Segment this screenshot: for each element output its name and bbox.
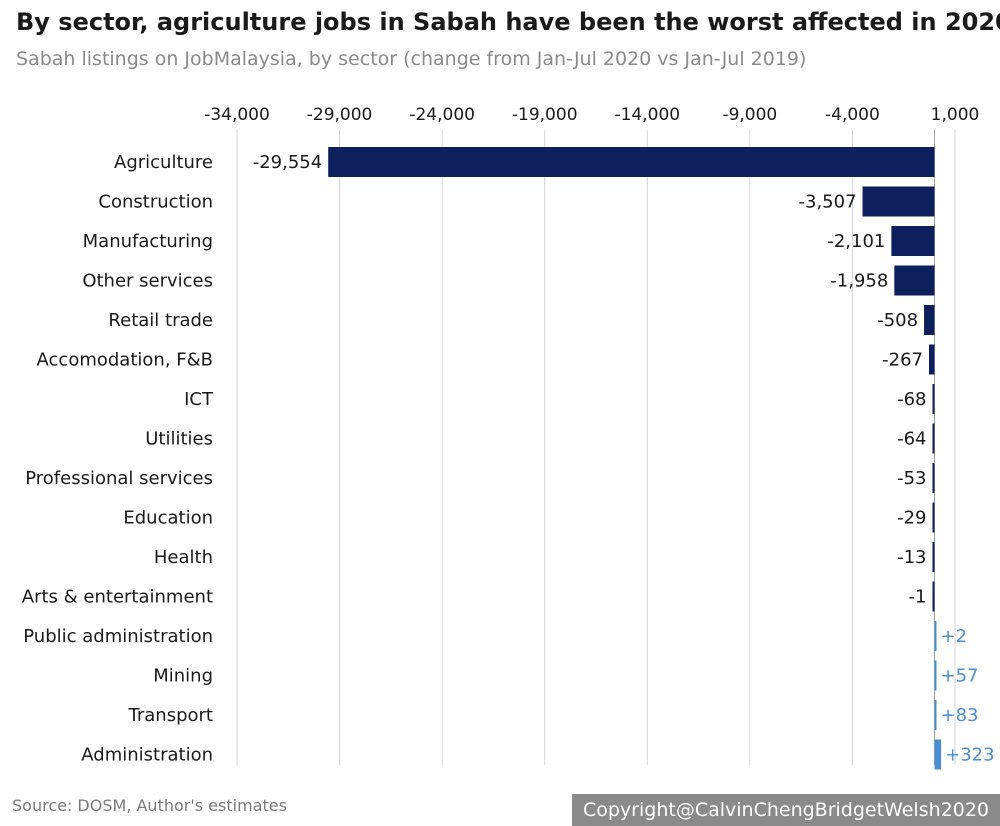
x-tick-label: -29,000 — [307, 105, 373, 125]
x-tick-label: -9,000 — [722, 105, 777, 125]
value-label: -29 — [897, 508, 926, 529]
category-label: Utilities — [145, 429, 213, 450]
bar — [932, 502, 935, 533]
bar — [934, 700, 937, 730]
value-label: -1 — [909, 587, 927, 608]
bar — [932, 463, 935, 493]
x-tick-label: -24,000 — [409, 105, 475, 125]
bar — [932, 581, 935, 612]
category-label: Transport — [128, 705, 213, 726]
category-label: Accomodation, F&B — [37, 350, 213, 371]
category-label: Education — [123, 508, 213, 529]
bar — [929, 344, 935, 375]
category-label: Construction — [98, 192, 213, 213]
value-label: +2 — [940, 626, 967, 647]
category-label: Arts & entertainment — [22, 587, 213, 608]
category-label: Health — [154, 547, 213, 568]
bar — [932, 384, 935, 414]
x-tick-label: -34,000 — [204, 105, 270, 125]
value-label: -53 — [897, 468, 926, 489]
copyright-banner: Copyright@CalvinChengBridgetWelsh2020 — [572, 794, 1000, 826]
category-label: Other services — [82, 271, 213, 292]
category-label: Mining — [153, 666, 213, 687]
value-label: -64 — [897, 429, 926, 450]
value-label: +57 — [940, 666, 978, 687]
value-label: -267 — [882, 350, 923, 371]
chart-subtitle: Sabah listings on JobMalaysia, by sector… — [16, 48, 807, 70]
bar-chart: -34,000 -29,000 -24,000 -19,000 -14,000 -9,00… — [22, 105, 995, 770]
bar — [894, 265, 935, 296]
x-tick-label: -14,000 — [614, 105, 680, 125]
bar — [932, 542, 935, 572]
x-tick-label: 1,000 — [931, 105, 980, 125]
category-label: Professional services — [25, 468, 213, 489]
value-label: -13 — [897, 547, 926, 568]
bar — [891, 226, 935, 256]
x-tick-label: -4,000 — [825, 105, 880, 125]
chart-title: By sector, agriculture jobs in Sabah hav… — [16, 8, 1000, 36]
category-label: Public administration — [23, 626, 213, 647]
value-label: -29,554 — [253, 152, 322, 173]
value-label: -3,507 — [799, 192, 857, 213]
value-label: -68 — [897, 389, 926, 410]
source-note: Source: DOSM, Author's estimates — [12, 796, 287, 815]
value-label: -1,958 — [830, 271, 888, 292]
bar — [934, 739, 942, 770]
bar — [932, 423, 935, 454]
category-labels: Agriculture Construction Manufacturing Othe… — [22, 152, 214, 766]
value-label: -2,101 — [827, 231, 885, 252]
category-label: ICT — [184, 389, 214, 410]
bar — [934, 621, 937, 651]
bar — [328, 147, 935, 177]
category-label: Manufacturing — [83, 231, 213, 252]
bar — [924, 305, 935, 335]
bar — [862, 186, 935, 217]
x-axis-ticks: -34,000 -29,000 -24,000 -19,000 -14,000 -9,00… — [204, 105, 979, 125]
category-label: Administration — [81, 745, 213, 766]
gridlines — [236, 130, 956, 765]
value-label: +323 — [945, 745, 994, 766]
category-label: Retail trade — [108, 310, 213, 331]
value-label: +83 — [940, 705, 978, 726]
x-tick-label: -19,000 — [512, 105, 578, 125]
bars — [328, 147, 942, 770]
bar — [934, 660, 937, 691]
value-labels: -29,554 -3,507 -2,101 -1,958 -508 -267 -68 -64 -… — [253, 152, 995, 766]
value-label: -508 — [877, 310, 918, 331]
category-label: Agriculture — [114, 152, 213, 173]
